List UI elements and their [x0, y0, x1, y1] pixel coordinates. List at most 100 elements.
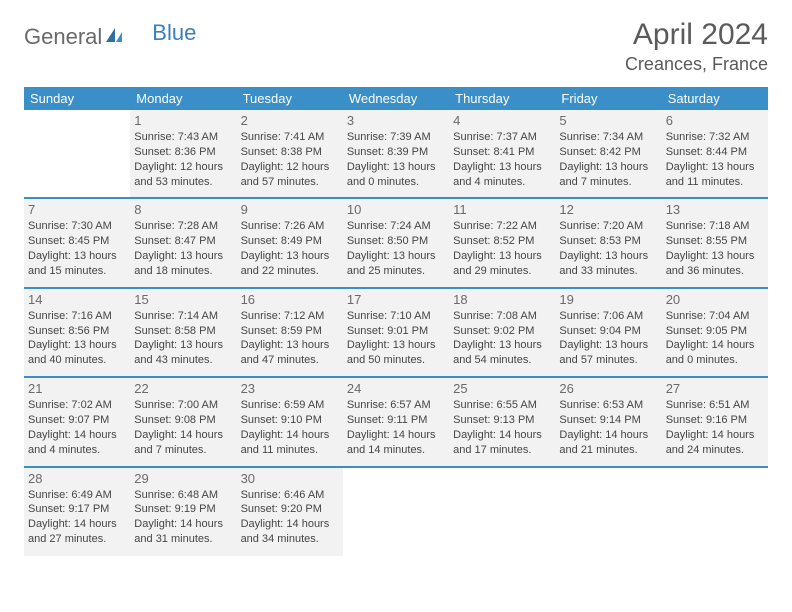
day-info: Sunrise: 7:34 AMSunset: 8:42 PMDaylight:…	[559, 130, 657, 189]
day-header-sunday: Sunday	[24, 87, 130, 110]
day-number: 1	[134, 113, 232, 128]
day-header-thursday: Thursday	[449, 87, 555, 110]
header: General Blue April 2024 Creances, France	[24, 18, 768, 75]
day-info: Sunrise: 6:48 AMSunset: 9:19 PMDaylight:…	[134, 488, 232, 547]
empty-cell	[343, 468, 449, 556]
day-cell: 22 Sunrise: 7:00 AMSunset: 9:08 PMDayligh…	[130, 378, 236, 466]
day-number: 3	[347, 113, 445, 128]
day-cell: 7 Sunrise: 7:30 AMSunset: 8:45 PMDaylight…	[24, 199, 130, 287]
day-number: 9	[241, 202, 339, 217]
day-number: 8	[134, 202, 232, 217]
logo-sail-icon	[104, 26, 124, 49]
day-info: Sunrise: 7:30 AMSunset: 8:45 PMDaylight:…	[28, 219, 126, 278]
week-row: 14Sunrise: 7:16 AMSunset: 8:56 PMDayligh…	[24, 289, 768, 377]
day-cell: 11 Sunrise: 7:22 AMSunset: 8:52 PMDayligh…	[449, 199, 555, 287]
day-cell: 10 Sunrise: 7:24 AMSunset: 8:50 PMDayligh…	[343, 199, 449, 287]
day-info: Sunrise: 6:55 AMSunset: 9:13 PMDaylight:…	[453, 398, 551, 457]
day-cell: 18Sunrise: 7:08 AMSunset: 9:02 PMDayligh…	[449, 289, 555, 377]
logo-text-general: General	[24, 24, 102, 50]
day-info: Sunrise: 6:57 AMSunset: 9:11 PMDaylight:…	[347, 398, 445, 457]
day-number: 25	[453, 381, 551, 396]
day-info: Sunrise: 7:20 AMSunset: 8:53 PMDaylight:…	[559, 219, 657, 278]
day-info: Sunrise: 6:46 AMSunset: 9:20 PMDaylight:…	[241, 488, 339, 547]
day-cell: 2 Sunrise: 7:41 AMSunset: 8:38 PMDaylight…	[237, 110, 343, 198]
day-info: Sunrise: 6:53 AMSunset: 9:14 PMDaylight:…	[559, 398, 657, 457]
day-cell: 13Sunrise: 7:18 AMSunset: 8:55 PMDayligh…	[662, 199, 768, 287]
day-number: 11	[453, 202, 551, 217]
day-number: 22	[134, 381, 232, 396]
week-row: 21Sunrise: 7:02 AMSunset: 9:07 PMDayligh…	[24, 378, 768, 466]
day-cell: 16 Sunrise: 7:12 AMSunset: 8:59 PMDayligh…	[237, 289, 343, 377]
day-info: Sunrise: 7:32 AMSunset: 8:44 PMDaylight:…	[666, 130, 764, 189]
day-info: Sunrise: 7:12 AMSunset: 8:59 PMDaylight:…	[241, 309, 339, 368]
day-cell: 23 Sunrise: 6:59 AMSunset: 9:10 PMDayligh…	[237, 378, 343, 466]
day-cell: 21Sunrise: 7:02 AMSunset: 9:07 PMDayligh…	[24, 378, 130, 466]
day-number: 10	[347, 202, 445, 217]
day-cell: 3 Sunrise: 7:39 AMSunset: 8:39 PMDaylight…	[343, 110, 449, 198]
day-number: 24	[347, 381, 445, 396]
day-header-tuesday: Tuesday	[237, 87, 343, 110]
day-cell: 29 Sunrise: 6:48 AMSunset: 9:19 PMDayligh…	[130, 468, 236, 556]
week-row: 28 Sunrise: 6:49 AMSunset: 9:17 PMDayligh…	[24, 468, 768, 556]
day-info: Sunrise: 7:04 AMSunset: 9:05 PMDaylight:…	[666, 309, 764, 368]
day-info: Sunrise: 7:28 AMSunset: 8:47 PMDaylight:…	[134, 219, 232, 278]
day-cell: 5 Sunrise: 7:34 AMSunset: 8:42 PMDaylight…	[555, 110, 661, 198]
day-number: 29	[134, 471, 232, 486]
day-number: 16	[241, 292, 339, 307]
day-cell: 30 Sunrise: 6:46 AMSunset: 9:20 PMDayligh…	[237, 468, 343, 556]
day-header-saturday: Saturday	[662, 87, 768, 110]
day-info: Sunrise: 7:06 AMSunset: 9:04 PMDaylight:…	[559, 309, 657, 368]
day-number: 17	[347, 292, 445, 307]
day-cell: 25 Sunrise: 6:55 AMSunset: 9:13 PMDayligh…	[449, 378, 555, 466]
day-cell: 19 Sunrise: 7:06 AMSunset: 9:04 PMDayligh…	[555, 289, 661, 377]
day-cell: 20 Sunrise: 7:04 AMSunset: 9:05 PMDayligh…	[662, 289, 768, 377]
day-info: Sunrise: 7:16 AMSunset: 8:56 PMDaylight:…	[28, 309, 126, 368]
day-cell: 24 Sunrise: 6:57 AMSunset: 9:11 PMDayligh…	[343, 378, 449, 466]
day-header-row: SundayMondayTuesdayWednesdayThursdayFrid…	[24, 87, 768, 110]
day-cell: 9Sunrise: 7:26 AMSunset: 8:49 PMDaylight…	[237, 199, 343, 287]
day-info: Sunrise: 6:51 AMSunset: 9:16 PMDaylight:…	[666, 398, 764, 457]
day-number: 12	[559, 202, 657, 217]
day-number: 6	[666, 113, 764, 128]
day-number: 30	[241, 471, 339, 486]
day-number: 2	[241, 113, 339, 128]
day-info: Sunrise: 7:37 AMSunset: 8:41 PMDaylight:…	[453, 130, 551, 189]
day-cell: 12 Sunrise: 7:20 AMSunset: 8:53 PMDayligh…	[555, 199, 661, 287]
day-info: Sunrise: 6:49 AMSunset: 9:17 PMDaylight:…	[28, 488, 126, 547]
day-number: 23	[241, 381, 339, 396]
day-info: Sunrise: 7:22 AMSunset: 8:52 PMDaylight:…	[453, 219, 551, 278]
day-number: 5	[559, 113, 657, 128]
day-cell: 15Sunrise: 7:14 AMSunset: 8:58 PMDayligh…	[130, 289, 236, 377]
day-number: 20	[666, 292, 764, 307]
day-cell: 14Sunrise: 7:16 AMSunset: 8:56 PMDayligh…	[24, 289, 130, 377]
day-cell: 4Sunrise: 7:37 AMSunset: 8:41 PMDaylight…	[449, 110, 555, 198]
day-info: Sunrise: 7:00 AMSunset: 9:08 PMDaylight:…	[134, 398, 232, 457]
day-info: Sunrise: 7:24 AMSunset: 8:50 PMDaylight:…	[347, 219, 445, 278]
logo-text-blue: Blue	[152, 20, 196, 46]
day-cell: 26 Sunrise: 6:53 AMSunset: 9:14 PMDayligh…	[555, 378, 661, 466]
week-row: 1Sunrise: 7:43 AMSunset: 8:36 PMDaylight…	[24, 110, 768, 198]
day-info: Sunrise: 7:18 AMSunset: 8:55 PMDaylight:…	[666, 219, 764, 278]
title-block: April 2024 Creances, France	[625, 18, 768, 75]
day-number: 27	[666, 381, 764, 396]
day-info: Sunrise: 6:59 AMSunset: 9:10 PMDaylight:…	[241, 398, 339, 457]
empty-cell	[24, 110, 130, 198]
day-number: 19	[559, 292, 657, 307]
day-cell: 6 Sunrise: 7:32 AMSunset: 8:44 PMDaylight…	[662, 110, 768, 198]
empty-cell	[449, 468, 555, 556]
day-info: Sunrise: 7:14 AMSunset: 8:58 PMDaylight:…	[134, 309, 232, 368]
day-cell: 27 Sunrise: 6:51 AMSunset: 9:16 PMDayligh…	[662, 378, 768, 466]
empty-cell	[662, 468, 768, 556]
day-info: Sunrise: 7:39 AMSunset: 8:39 PMDaylight:…	[347, 130, 445, 189]
month-title: April 2024	[625, 18, 768, 52]
day-info: Sunrise: 7:41 AMSunset: 8:38 PMDaylight:…	[241, 130, 339, 189]
location: Creances, France	[625, 54, 768, 75]
day-number: 28	[28, 471, 126, 486]
day-number: 7	[28, 202, 126, 217]
empty-cell	[555, 468, 661, 556]
day-number: 26	[559, 381, 657, 396]
logo: General Blue	[24, 24, 196, 50]
week-row: 7 Sunrise: 7:30 AMSunset: 8:45 PMDaylight…	[24, 199, 768, 287]
day-header-monday: Monday	[130, 87, 236, 110]
day-info: Sunrise: 7:02 AMSunset: 9:07 PMDaylight:…	[28, 398, 126, 457]
